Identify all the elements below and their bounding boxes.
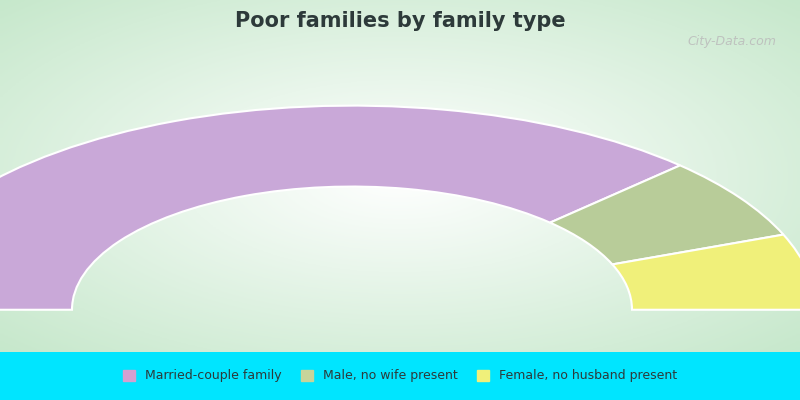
Wedge shape (550, 165, 783, 264)
Wedge shape (0, 106, 680, 310)
Text: City-Data.com: City-Data.com (687, 35, 776, 48)
Wedge shape (612, 235, 800, 310)
Text: Poor families by family type: Poor families by family type (234, 10, 566, 30)
Legend: Married-couple family, Male, no wife present, Female, no husband present: Married-couple family, Male, no wife pre… (118, 364, 682, 388)
